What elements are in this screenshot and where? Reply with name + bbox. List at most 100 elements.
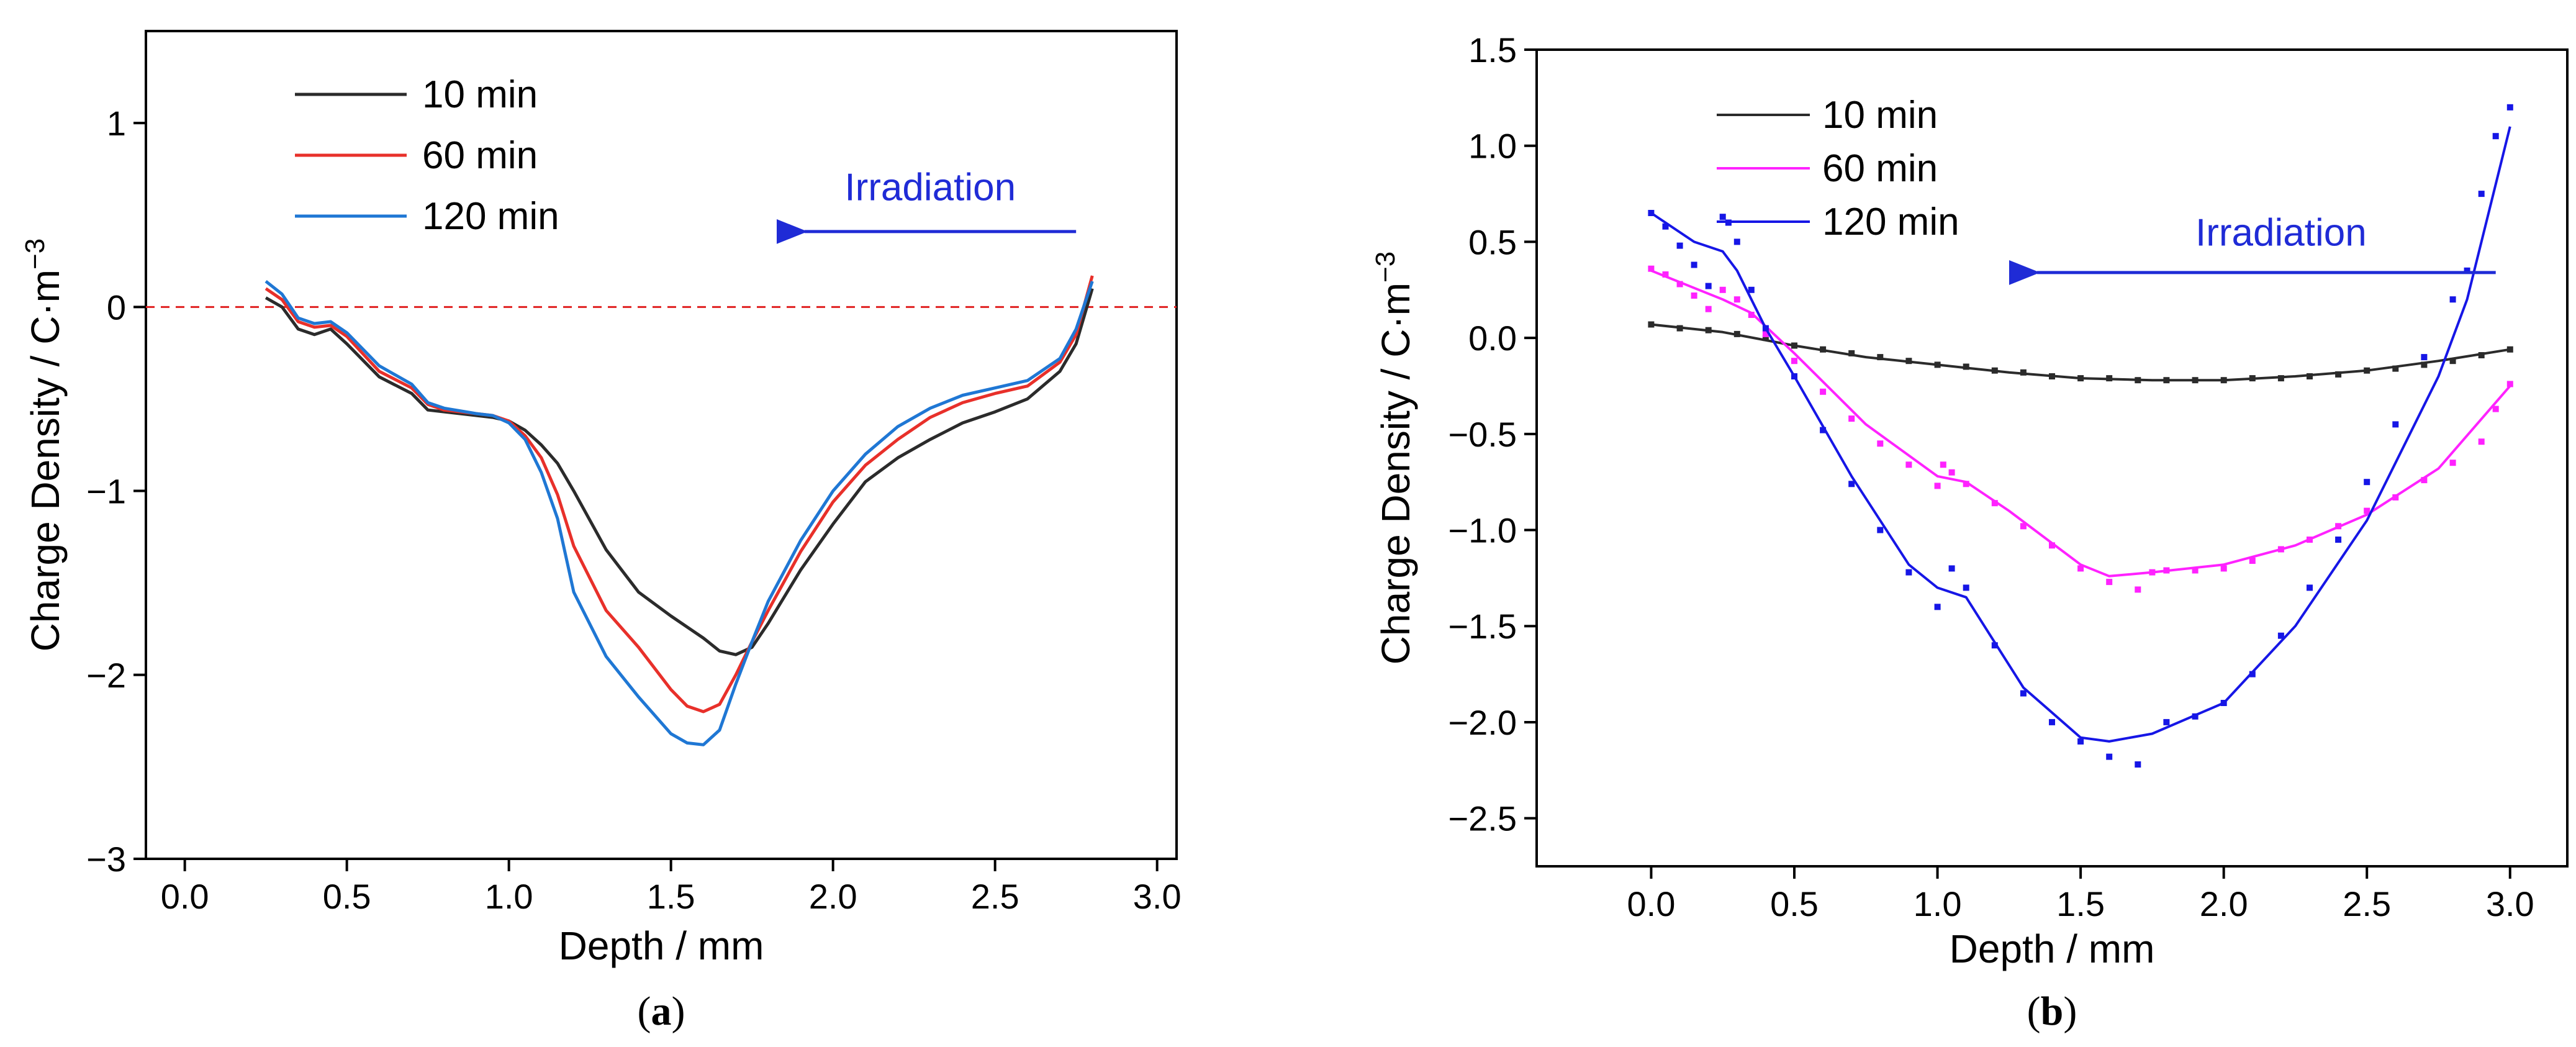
legend-label-a: 10 min (422, 73, 538, 116)
data-point-b-120-min (2464, 267, 2470, 274)
x-tick-label-b: 2.0 (2200, 884, 2248, 923)
data-point-b-10-min (1676, 325, 1683, 332)
data-point-b-10-min (1648, 321, 1655, 328)
y-tick-label-b: −1.0 (1448, 511, 1517, 550)
data-point-b-60-min (2506, 381, 2513, 388)
data-point-b-120-min (1934, 604, 1941, 610)
plot-frame-b (1535, 48, 2569, 868)
y-tick-label-b: 0.0 (1468, 319, 1517, 358)
legend-label-a: 60 min (422, 134, 538, 177)
data-point-b-120-min (2364, 479, 2370, 486)
data-point-b-10-min (2077, 375, 2084, 382)
data-point-b-120-min (2220, 700, 2227, 706)
data-point-b-120-min (1733, 238, 1740, 245)
data-point-b-10-min (1934, 361, 1941, 368)
data-point-b-60-min (2163, 567, 2170, 574)
data-point-b-60-min (2478, 438, 2485, 445)
data-point-b-120-min (2392, 421, 2399, 428)
x-tick-label-a: 2.0 (809, 877, 857, 916)
data-point-b-60-min (1705, 306, 1712, 312)
data-point-b-60-min (2192, 567, 2199, 574)
x-tick-label-a: 1.5 (647, 877, 695, 916)
data-point-b-10-min (2335, 371, 2342, 378)
data-point-b-120-min (1820, 427, 1827, 433)
x-tick-label-b: 3.0 (2486, 884, 2534, 923)
plot-area-b (1648, 104, 2513, 768)
plot-frame-a (145, 30, 1178, 860)
x-tick-label-a: 0.0 (161, 877, 209, 916)
x-tick-label-b: 0.0 (1627, 884, 1676, 923)
x-tick-label-b: 1.5 (2056, 884, 2105, 923)
x-axis-label-a: Depth / mm (559, 923, 764, 968)
y-tick-label-a: 1 (107, 104, 126, 143)
data-point-b-10-min (1963, 363, 1969, 370)
legend-b: 10 min 60 min 120 min (1717, 94, 1959, 243)
data-point-b-120-min (2135, 761, 2141, 768)
data-point-b-60-min (1934, 483, 1941, 489)
data-point-b-120-min (2277, 632, 2284, 639)
data-point-b-120-min (2049, 718, 2055, 725)
data-point-b-120-min (1948, 565, 1955, 572)
data-point-b-60-min (2135, 586, 2141, 593)
data-point-b-10-min (2506, 346, 2513, 353)
data-point-b-60-min (2049, 542, 2055, 549)
data-point-b-60-min (1662, 271, 1669, 278)
data-point-b-10-min (2049, 373, 2055, 379)
data-point-b-10-min (2449, 358, 2456, 365)
data-point-b-120-min (2163, 718, 2170, 725)
data-point-b-120-min (2249, 671, 2256, 678)
data-point-b-60-min (2249, 558, 2256, 564)
data-point-b-60-min (1719, 286, 1726, 293)
y-tick-label-b: −2.0 (1448, 703, 1517, 742)
series-line-a-60-min (264, 275, 1094, 714)
data-point-b-60-min (2020, 523, 2027, 530)
data-point-b-120-min (2478, 191, 2485, 197)
y-tick-label-b: −1.5 (1448, 607, 1517, 646)
data-point-b-120-min (2449, 296, 2456, 303)
series-line-a-10-min (264, 288, 1094, 656)
data-point-b-10-min (1877, 354, 1884, 361)
panel-b: 0.0 0.5 1.0 1.5 2.0 2.5 3.0 1.5 1.0 0.5 0.0 −0.5 −1.… (1370, 30, 2569, 1034)
data-point-b-60-min (1648, 265, 1655, 272)
x-tick-label-a: 0.5 (323, 877, 371, 916)
data-point-b-120-min (1991, 642, 1998, 649)
data-point-b-60-min (1676, 281, 1683, 288)
panel-label-b: (b) (2027, 989, 2077, 1034)
data-point-b-10-min (1705, 327, 1712, 333)
data-point-b-10-min (2163, 377, 2170, 384)
data-point-b-120-min (1963, 584, 1969, 591)
plot-area-a (146, 275, 1177, 746)
x-axis-label-b: Depth / mm (1950, 927, 2155, 971)
data-point-b-60-min (1963, 481, 1969, 487)
x-tick-label-b: 2.5 (2343, 884, 2391, 923)
irradiation-label-b: Irradiation (2195, 212, 2367, 255)
data-point-b-60-min (1940, 461, 1946, 468)
data-point-b-120-min (1748, 286, 1755, 293)
data-point-b-60-min (1791, 358, 1797, 365)
y-axis-label-b: Charge Density / C·m−3 (1370, 252, 1418, 664)
data-point-b-60-min (2364, 507, 2370, 514)
data-point-b-120-min (1791, 373, 1797, 379)
x-tick-label-b: 0.5 (1770, 884, 1819, 923)
y-tick-label-b: 1.0 (1468, 127, 1517, 166)
y-tick-label-a: −2 (86, 656, 126, 695)
data-point-b-60-min (1905, 461, 1912, 468)
data-point-b-120-min (2335, 537, 2342, 543)
data-point-b-60-min (1877, 440, 1884, 447)
data-point-b-60-min (2307, 537, 2313, 543)
data-point-b-120-min (1848, 481, 1855, 487)
y-tick-label-a: −3 (86, 840, 126, 879)
panel-label-a: (a) (638, 989, 685, 1034)
x-tick-label-a: 1.0 (485, 877, 533, 916)
data-point-b-120-min (1662, 223, 1669, 230)
data-point-b-60-min (1733, 296, 1740, 303)
legend-a: 10 min 60 min 120 min (295, 73, 559, 238)
data-point-b-10-min (2478, 352, 2485, 358)
data-point-b-120-min (2192, 713, 2199, 720)
data-point-b-120-min (2421, 354, 2428, 361)
data-point-b-120-min (1719, 214, 1726, 220)
y-tick-label-a: 0 (107, 288, 126, 327)
data-point-b-120-min (2506, 104, 2513, 111)
